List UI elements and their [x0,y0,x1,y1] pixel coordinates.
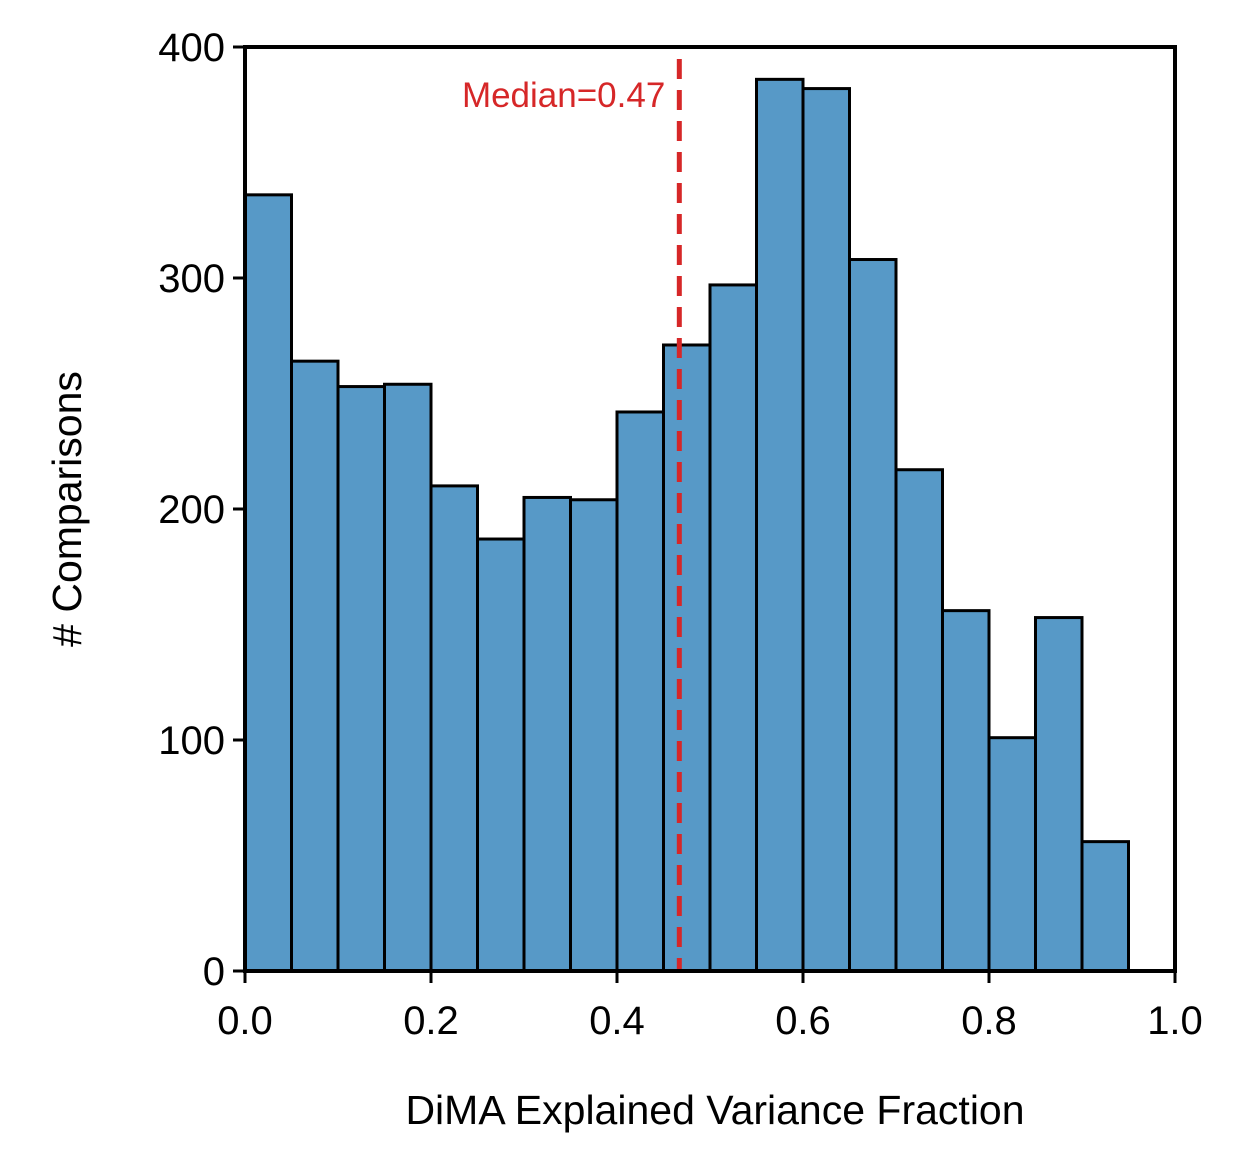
y-axis-label: # Comparisons [44,371,90,647]
histogram-bar [615,410,665,973]
histogram-bar [941,609,991,973]
histogram-bar [801,87,851,973]
x-tick-label: 0.2 [403,999,459,1043]
histogram-bar [1080,840,1130,973]
x-axis-label: DiMA Explained Variance Fraction [405,1087,1024,1133]
x-tick-label: 0.8 [961,999,1017,1043]
x-tick-label: 0.6 [775,999,831,1043]
histogram-bar [569,498,619,973]
y-tick-label: 200 [158,488,225,532]
y-axis-ticks: 0 100 200 300 400 [158,26,245,994]
x-tick-label: 0.0 [217,999,273,1043]
y-tick-label: 100 [158,719,225,763]
histogram-bar [336,385,386,973]
y-tick-label: 0 [203,950,225,994]
histogram-bar [290,359,340,973]
median-label: Median=0.47 [462,76,665,115]
histogram-bars [243,77,1130,973]
histogram-bar [476,537,526,973]
histogram-bar [243,193,293,973]
x-tick-label: 0.4 [589,999,645,1043]
x-tick-label: 1.0 [1147,999,1203,1043]
histogram-bar [1034,616,1084,973]
histogram-bar [755,77,805,973]
histogram-bar [894,468,944,973]
histogram-bar [662,343,712,973]
x-axis-ticks: 0.0 0.2 0.4 0.6 0.8 1.0 [217,971,1203,1043]
histogram-bar [383,382,433,973]
histogram-bar [522,495,572,973]
histogram-bar [429,484,479,973]
y-tick-label: 400 [158,26,225,70]
histogram-bar [848,258,898,973]
y-tick-label: 300 [158,257,225,301]
histogram-bar [708,283,758,973]
histogram-bar [987,736,1037,973]
